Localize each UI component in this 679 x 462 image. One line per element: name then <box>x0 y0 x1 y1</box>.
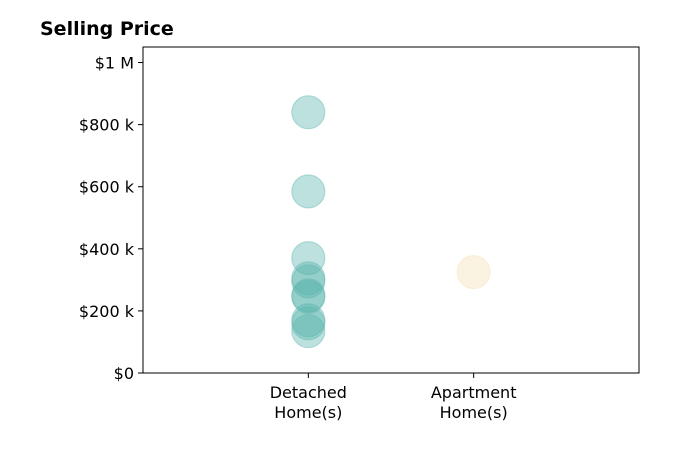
chart-title: Selling Price <box>40 18 174 40</box>
y-tick-label: $600 k <box>79 178 135 197</box>
data-point-0-1 <box>291 174 326 209</box>
data-point-0-0 <box>291 95 326 130</box>
x-tick-label: Apartment Home(s) <box>431 383 517 422</box>
x-axis: Detached Home(s) Apartment Home(s) <box>270 373 517 422</box>
y-tick-label: $400 k <box>79 240 135 259</box>
y-tick-label: $1 M <box>95 54 134 73</box>
y-tick-label: $200 k <box>79 302 135 321</box>
data-points <box>291 95 491 349</box>
y-axis: $0 $200 k $400 k $600 k $800 k $1 M <box>79 54 143 383</box>
y-tick-label: $800 k <box>79 116 135 135</box>
data-point-0-4 <box>291 264 326 299</box>
x-tick-label: Detached Home(s) <box>270 383 347 422</box>
data-point-0-8 <box>291 306 326 341</box>
data-point-0-9 <box>291 313 326 349</box>
data-point-0-5 <box>291 278 326 313</box>
data-point-0-3 <box>291 261 326 296</box>
plot-frame <box>142 46 640 374</box>
data-point-1-0 <box>456 254 491 290</box>
data-point-0-2 <box>291 241 326 276</box>
data-point-0-6 <box>291 279 326 315</box>
data-point-0-7 <box>291 303 326 338</box>
y-tick-label: $0 <box>114 364 134 383</box>
